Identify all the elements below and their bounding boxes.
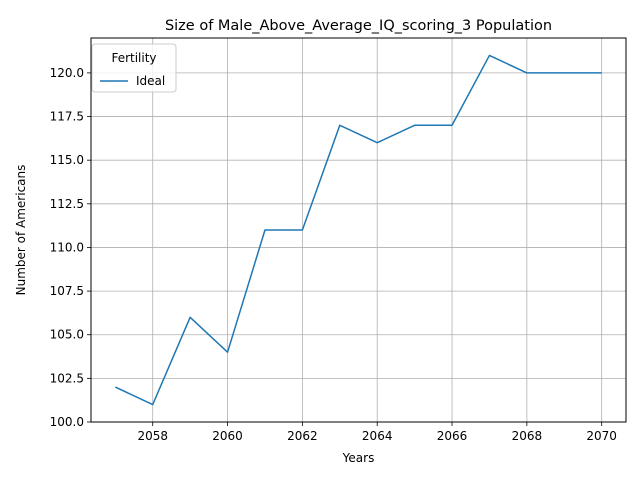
series-lines xyxy=(115,54,602,406)
x-tick-label: 2058 xyxy=(137,429,168,443)
x-tick-label: 2062 xyxy=(287,429,318,443)
plot-frame xyxy=(90,37,627,423)
x-axis-ticks: 2058 2060 2062 2064 2066 2068 2070 xyxy=(137,422,617,443)
x-tick-label: 2068 xyxy=(512,429,543,443)
x-axis-label: Years xyxy=(342,451,375,465)
y-axis-label: Number of Americans xyxy=(14,165,28,296)
series-line-ideal xyxy=(115,54,602,406)
x-tick-label: 2060 xyxy=(212,429,243,443)
legend-label-ideal: Ideal xyxy=(136,74,165,88)
x-tick-label: 2064 xyxy=(362,429,393,443)
y-tick-label: 107.5 xyxy=(50,284,84,298)
y-tick-label: 100.0 xyxy=(50,415,84,429)
y-axis-ticks: 100.0 102.5 105.0 107.5 110.0 112.5 115.0 117.5… xyxy=(50,66,91,429)
y-tick-label: 102.5 xyxy=(50,371,84,385)
legend-box xyxy=(91,43,177,93)
legend-title: Fertility xyxy=(111,51,156,65)
y-tick-label: 110.0 xyxy=(50,240,84,254)
y-tick-label: 112.5 xyxy=(50,197,84,211)
y-tick-label: 120.0 xyxy=(50,66,84,80)
y-tick-label: 115.0 xyxy=(50,153,84,167)
x-tick-label: 2070 xyxy=(586,429,617,443)
x-tick-label: 2066 xyxy=(437,429,468,443)
y-tick-label: 117.5 xyxy=(50,110,84,124)
chart-title: Size of Male_Above_Average_IQ_scoring_3 … xyxy=(165,18,552,34)
y-tick-label: 105.0 xyxy=(50,328,84,342)
legend: Fertility Ideal xyxy=(91,43,177,93)
